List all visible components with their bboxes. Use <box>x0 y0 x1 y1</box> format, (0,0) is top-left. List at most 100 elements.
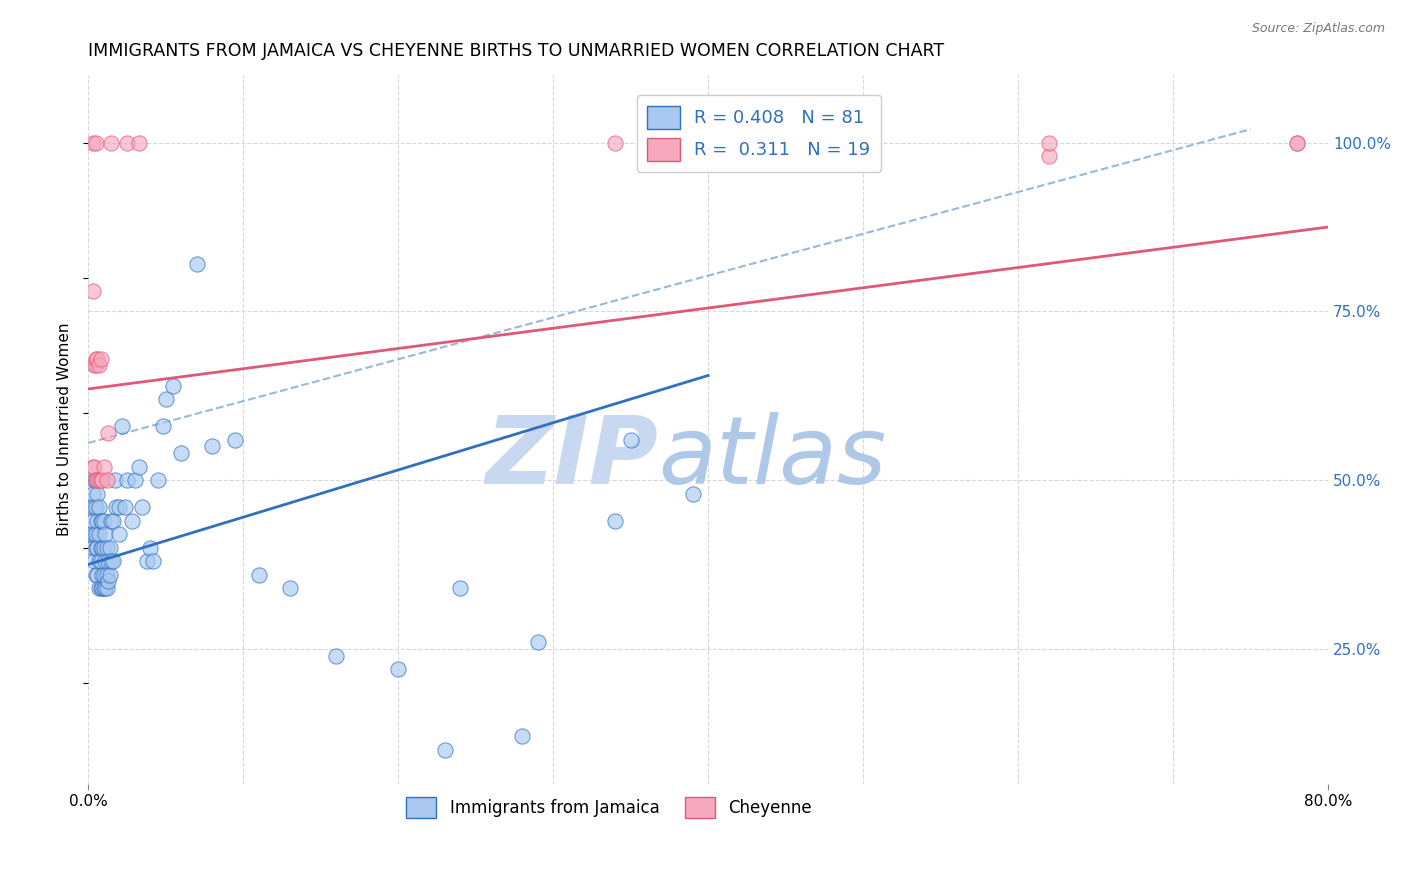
Point <box>87 554 110 568</box>
Point <box>111 419 134 434</box>
Point <box>136 554 159 568</box>
Point <box>83 459 105 474</box>
Point <box>682 486 704 500</box>
Point <box>100 136 122 150</box>
Point <box>146 473 169 487</box>
Point <box>96 581 118 595</box>
Point <box>1379 136 1402 150</box>
Point <box>620 433 643 447</box>
Point <box>325 648 347 663</box>
Point <box>387 662 409 676</box>
Point <box>93 514 115 528</box>
Point <box>224 433 246 447</box>
Point <box>84 567 107 582</box>
Point <box>131 500 153 514</box>
Point <box>83 359 105 373</box>
Point <box>87 527 110 541</box>
Text: ZIP: ZIP <box>485 412 658 504</box>
Point <box>1038 149 1060 163</box>
Point <box>83 554 105 568</box>
Point <box>90 473 112 487</box>
Point <box>162 378 184 392</box>
Point <box>278 581 301 595</box>
Point <box>128 459 150 474</box>
Point <box>82 284 104 298</box>
Point <box>128 136 150 150</box>
Point <box>83 473 105 487</box>
Legend: Immigrants from Jamaica, Cheyenne: Immigrants from Jamaica, Cheyenne <box>399 790 818 825</box>
Point <box>103 473 125 487</box>
Text: Source: ZipAtlas.com: Source: ZipAtlas.com <box>1251 22 1385 36</box>
Point <box>100 554 122 568</box>
Point <box>94 581 117 595</box>
Point <box>170 446 193 460</box>
Point <box>186 257 208 271</box>
Point <box>108 500 131 514</box>
Point <box>91 514 114 528</box>
Point <box>142 554 165 568</box>
Point <box>84 473 107 487</box>
Point <box>90 581 112 595</box>
Point <box>80 527 103 541</box>
Point <box>201 439 224 453</box>
Point <box>121 514 143 528</box>
Point <box>93 541 115 555</box>
Point <box>82 514 104 528</box>
Point <box>84 500 107 514</box>
Point <box>98 567 121 582</box>
Point <box>84 359 107 373</box>
Point <box>86 514 108 528</box>
Point <box>90 554 112 568</box>
Point <box>90 351 112 366</box>
Point <box>101 554 124 568</box>
Point <box>91 541 114 555</box>
Point <box>101 514 124 528</box>
Point <box>1364 136 1386 150</box>
Point <box>114 500 136 514</box>
Point <box>433 743 456 757</box>
Point <box>93 581 115 595</box>
Point <box>84 351 107 366</box>
Point <box>96 473 118 487</box>
Point <box>84 527 107 541</box>
Point <box>115 473 138 487</box>
Point <box>86 351 108 366</box>
Point <box>82 136 104 150</box>
Point <box>86 486 108 500</box>
Point <box>94 554 117 568</box>
Text: IMMIGRANTS FROM JAMAICA VS CHEYENNE BIRTHS TO UNMARRIED WOMEN CORRELATION CHART: IMMIGRANTS FROM JAMAICA VS CHEYENNE BIRT… <box>89 42 945 60</box>
Point <box>91 567 114 582</box>
Point <box>1038 136 1060 150</box>
Point <box>97 574 120 589</box>
Point <box>449 581 471 595</box>
Point <box>97 425 120 440</box>
Point <box>83 500 105 514</box>
Point <box>84 136 107 150</box>
Point <box>84 541 107 555</box>
Point <box>97 554 120 568</box>
Point <box>82 459 104 474</box>
Point <box>83 527 105 541</box>
Point <box>86 541 108 555</box>
Point <box>87 500 110 514</box>
Point <box>82 541 104 555</box>
Point <box>84 473 107 487</box>
Point <box>87 581 110 595</box>
Point <box>124 473 146 487</box>
Point <box>526 635 548 649</box>
Point <box>80 500 103 514</box>
Point <box>90 514 112 528</box>
Point <box>96 567 118 582</box>
Point <box>510 730 533 744</box>
Y-axis label: Births to Unmarried Women: Births to Unmarried Women <box>58 323 72 536</box>
Point <box>93 459 115 474</box>
Point <box>105 500 128 514</box>
Point <box>94 527 117 541</box>
Point <box>96 541 118 555</box>
Point <box>87 473 110 487</box>
Point <box>1286 136 1309 150</box>
Point <box>86 567 108 582</box>
Text: atlas: atlas <box>658 412 887 503</box>
Point <box>100 514 122 528</box>
Point <box>1286 136 1309 150</box>
